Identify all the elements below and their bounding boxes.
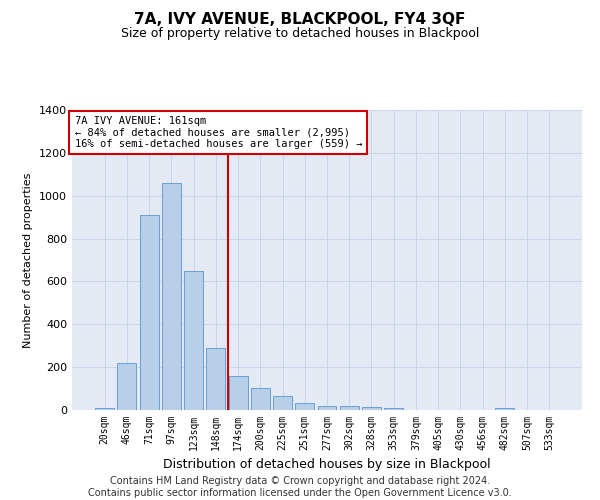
- Bar: [184, 270, 203, 410]
- Bar: [273, 396, 292, 410]
- Bar: [317, 406, 337, 410]
- Bar: [295, 402, 314, 410]
- Bar: [384, 408, 403, 410]
- Y-axis label: Number of detached properties: Number of detached properties: [23, 172, 34, 348]
- Bar: [206, 348, 225, 410]
- Bar: [95, 408, 114, 410]
- X-axis label: Distribution of detached houses by size in Blackpool: Distribution of detached houses by size …: [163, 458, 491, 471]
- Bar: [118, 363, 136, 410]
- Bar: [362, 407, 381, 410]
- Bar: [162, 183, 181, 410]
- Bar: [496, 408, 514, 410]
- Text: Contains HM Land Registry data © Crown copyright and database right 2024.
Contai: Contains HM Land Registry data © Crown c…: [88, 476, 512, 498]
- Text: 7A, IVY AVENUE, BLACKPOOL, FY4 3QF: 7A, IVY AVENUE, BLACKPOOL, FY4 3QF: [134, 12, 466, 28]
- Text: Size of property relative to detached houses in Blackpool: Size of property relative to detached ho…: [121, 28, 479, 40]
- Bar: [229, 376, 248, 410]
- Text: 7A IVY AVENUE: 161sqm
← 84% of detached houses are smaller (2,995)
16% of semi-d: 7A IVY AVENUE: 161sqm ← 84% of detached …: [74, 116, 362, 149]
- Bar: [340, 406, 359, 410]
- Bar: [140, 215, 158, 410]
- Bar: [251, 388, 270, 410]
